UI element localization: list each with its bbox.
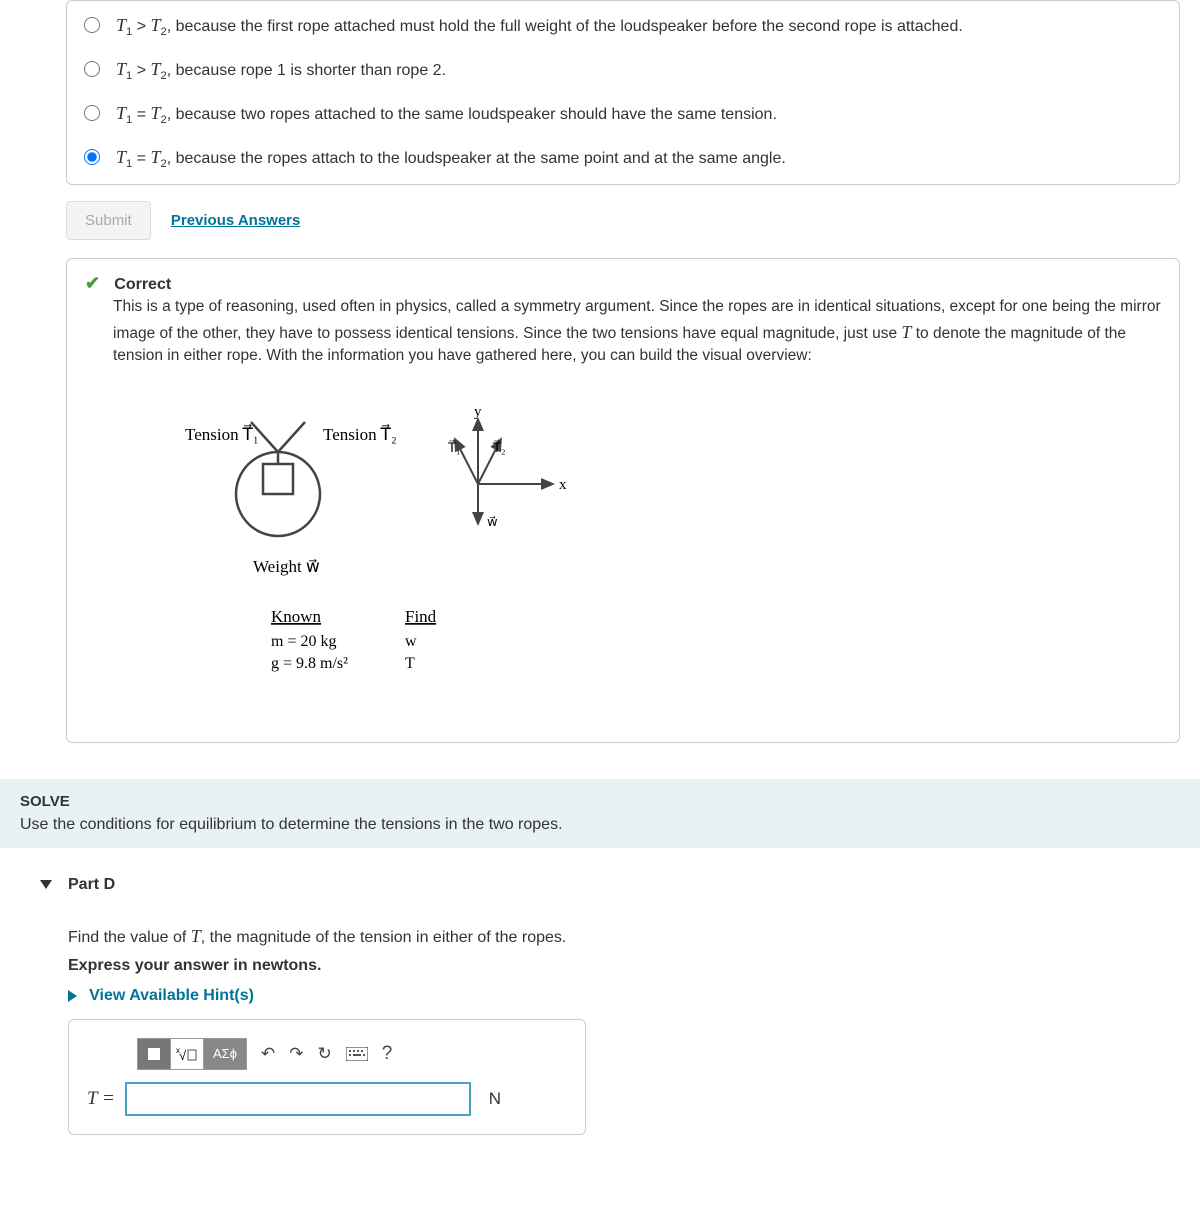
hints-link[interactable]: View Available Hint(s) [89,987,254,1004]
greek-button[interactable]: ΑΣϕ [204,1039,246,1069]
option-row-1[interactable]: T1 > T2, because the first rope attached… [79,5,1167,49]
part-d-body: Find the value of T, the magnitude of th… [68,926,1180,1135]
x-label: x [559,477,567,493]
svg-text:√: √ [179,1048,187,1063]
collapse-icon[interactable] [40,880,52,889]
radio-4[interactable] [84,149,100,165]
known-title: Known [271,607,322,626]
answer-row: T = N [87,1082,567,1116]
feedback-box: ✔ Correct This is a type of reasoning, u… [66,258,1180,742]
keyboard-button[interactable] [346,1047,368,1061]
options-box: T1 > T2, because the first rope attached… [66,0,1180,185]
feedback-title: Correct [114,276,171,293]
part-d-title: Part D [68,876,115,894]
eq-label: T = [87,1088,115,1110]
radio-2[interactable] [84,61,100,77]
option-text-1: T1 > T2, because the first rope attached… [116,13,963,41]
sqrt-button[interactable]: x√ [171,1039,204,1069]
t2v-label: T⃗₂ [492,439,505,454]
t1-label: Tension T⃗₁ [185,424,259,444]
answer-box: x√ ΑΣϕ ↶ ↷ ↻ ? T = N [68,1019,586,1135]
option-text-3: T1 = T2, because two ropes attached to t… [116,101,777,129]
option-row-4[interactable]: T1 = T2, because the ropes attach to the… [79,137,1167,181]
find-title: Find [405,607,437,626]
radio-1[interactable] [84,17,100,33]
option-text-2: T1 > T2, because rope 1 is shorter than … [116,57,446,85]
toolbar: x√ ΑΣϕ ↶ ↷ ↻ ? [137,1038,567,1070]
reset-button[interactable]: ↻ [318,1044,332,1064]
option-text-4: T1 = T2, because the ropes attach to the… [116,145,786,173]
t2-label: Tension T⃗₂ [323,424,397,444]
radio-3[interactable] [84,105,100,121]
diagram-box: Tension T⃗₁ Tension T⃗₂ Weight w⃗ y x T⃗… [113,384,1161,724]
part-d-prompt: Find the value of T, the magnitude of th… [68,926,1180,947]
option-row-3[interactable]: T1 = T2, because two ropes attached to t… [79,93,1167,137]
undo-button[interactable]: ↶ [261,1044,275,1064]
feedback-body: This is a type of reasoning, used often … [113,296,1161,367]
templates-button[interactable] [138,1039,171,1069]
find-w: w [405,633,417,650]
solve-text: Use the conditions for equilibrium to de… [20,816,1180,834]
answer-input[interactable] [125,1082,471,1116]
solve-banner: SOLVE Use the conditions for equilibrium… [0,779,1200,848]
check-icon: ✔ [85,273,100,293]
find-t: T [405,655,415,672]
submit-button[interactable]: Submit [66,201,151,240]
solve-title: SOLVE [20,793,1180,810]
previous-answers-link[interactable]: Previous Answers [171,212,301,229]
tool-group-templates: x√ ΑΣϕ [137,1038,247,1070]
redo-button[interactable]: ↷ [289,1044,303,1064]
wv-label: w⃗ [487,514,498,529]
known-m: m = 20 kg [271,633,336,650]
unit-label: N [489,1089,501,1109]
action-row: Submit Previous Answers [66,201,1180,240]
y-label: y [474,404,482,420]
part-d-header[interactable]: Part D [40,876,1180,894]
expand-icon[interactable] [68,990,77,1002]
t1v-label: T⃗₁ [447,439,460,454]
diagram-svg: Tension T⃗₁ Tension T⃗₂ Weight w⃗ y x T⃗… [143,404,603,704]
option-row-2[interactable]: T1 > T2, because rope 1 is shorter than … [79,49,1167,93]
weight-label: Weight w⃗ [253,557,320,576]
known-g: g = 9.8 m/s² [271,655,348,672]
part-d-express: Express your answer in newtons. [68,957,1180,975]
help-button[interactable]: ? [382,1043,393,1065]
hints-row[interactable]: View Available Hint(s) [68,987,1180,1005]
